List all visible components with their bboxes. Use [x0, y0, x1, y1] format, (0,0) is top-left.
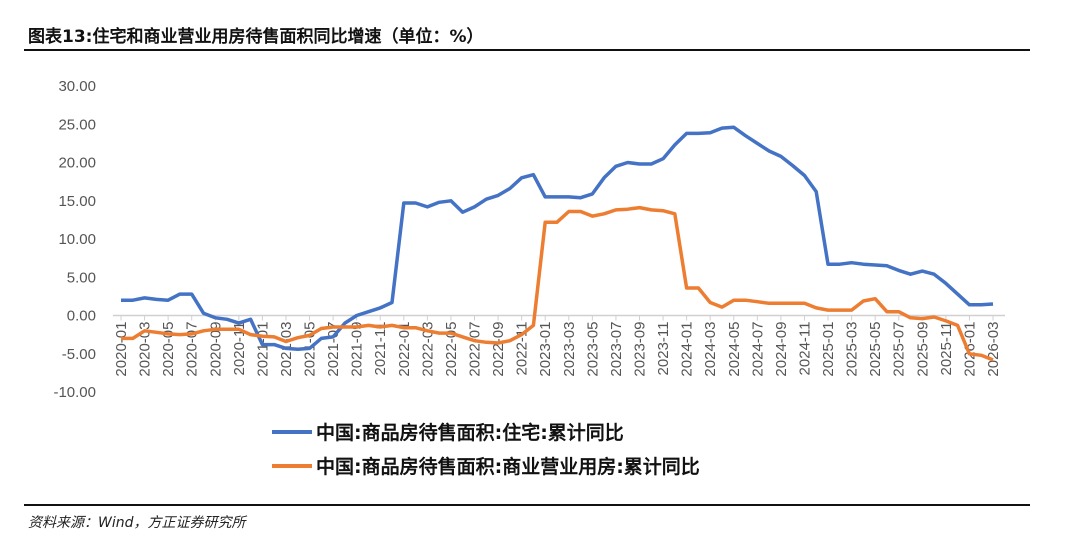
y-tick-label: -5.00 — [62, 346, 96, 363]
x-tick-label: 2025-03 — [844, 322, 861, 377]
x-tick-label: 2023-05 — [584, 322, 601, 377]
x-tick-label: 2023-01 — [537, 322, 554, 377]
y-tick-label: 25.00 — [58, 116, 96, 133]
x-tick-label: 2023-03 — [561, 322, 578, 377]
x-tick-label: 2025-09 — [914, 322, 931, 377]
y-tick-label: 5.00 — [67, 269, 96, 286]
x-tick-label: 2020-05 — [160, 322, 177, 377]
x-tick-label: 2020-07 — [184, 322, 201, 377]
x-tick-label: 2024-03 — [702, 322, 719, 377]
y-tick-label: 20.00 — [58, 155, 96, 172]
y-tick-label: 10.00 — [58, 231, 96, 248]
source-divider — [24, 504, 1030, 506]
x-tick-label: 2025-05 — [867, 322, 884, 377]
x-tick-label: 2024-01 — [679, 322, 696, 377]
x-tick-label: 2024-05 — [726, 322, 743, 377]
title-divider — [24, 49, 1030, 51]
chart-title: 图表13:住宅和商业营业用房待售面积同比增速（单位：%） — [28, 27, 484, 47]
series-line-commercial — [121, 205, 994, 362]
y-tick-label: 0.00 — [67, 308, 96, 325]
x-tick-label: 2026-03 — [985, 322, 1002, 377]
x-tick-label: 2022-09 — [490, 322, 507, 377]
x-tick-label: 2023-09 — [631, 322, 648, 377]
x-tick-label: 2020-09 — [207, 322, 224, 377]
x-tick-label: 2023-11 — [655, 322, 672, 376]
x-tick-label: 2024-09 — [773, 322, 790, 377]
legend-label: 中国:商品房待售面积:住宅:累计同比 — [316, 421, 624, 444]
x-tick-label: 2021-09 — [349, 322, 366, 377]
x-tick-label: 2025-07 — [891, 322, 908, 377]
x-tick-label: 2025-01 — [820, 322, 837, 377]
x-tick-label: 2020-11 — [231, 322, 248, 376]
x-tick-label: 2025-11 — [938, 322, 955, 376]
x-tick-label: 2024-07 — [749, 322, 766, 377]
x-tick-label: 2022-07 — [467, 322, 484, 377]
source-note: 资料来源：Wind，方正证券研究所 — [28, 515, 246, 531]
y-tick-label: 30.00 — [58, 78, 96, 95]
x-tick-label: 2026-01 — [961, 322, 978, 377]
x-tick-label: 2022-05 — [443, 322, 460, 377]
legend-label: 中国:商品房待售面积:商业营业用房:累计同比 — [316, 455, 700, 478]
x-tick-label: 2021-07 — [325, 322, 342, 377]
x-tick-label: 2021-11 — [372, 322, 389, 376]
y-tick-label: 15.00 — [58, 193, 96, 210]
y-tick-label: -10.00 — [53, 384, 96, 401]
x-tick-label: 2020-01 — [113, 322, 130, 377]
x-tick-label: 2022-01 — [396, 322, 413, 377]
x-tick-label: 2023-07 — [608, 322, 625, 377]
x-tick-label: 2024-11 — [796, 322, 813, 376]
x-tick-label: 2022-03 — [419, 322, 436, 377]
